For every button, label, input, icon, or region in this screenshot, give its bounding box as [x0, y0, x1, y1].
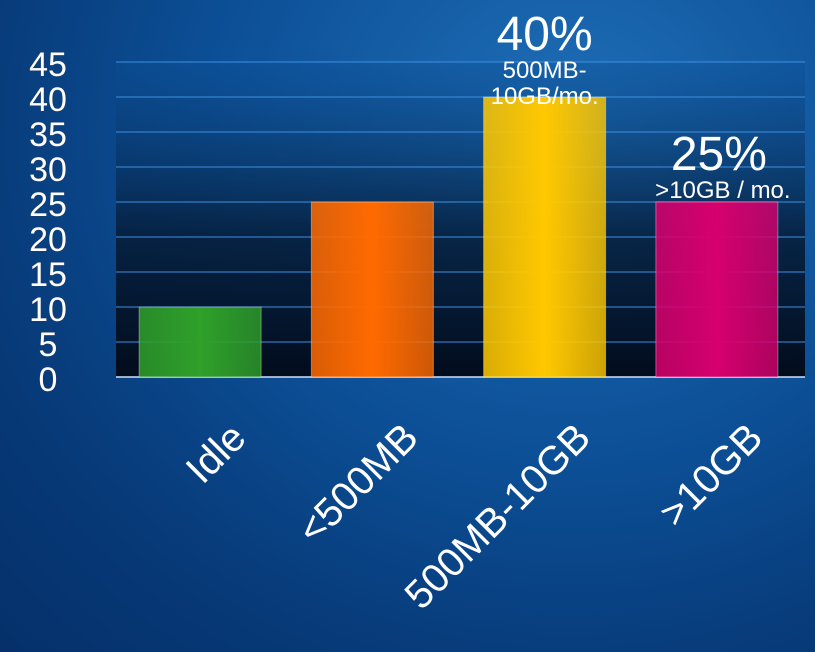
y-tick-label: 15	[29, 256, 67, 294]
bars	[138, 96, 779, 378]
bar-1	[310, 201, 434, 378]
percent-label: 40%	[497, 8, 593, 61]
y-tick-label: 45	[29, 46, 67, 84]
y-tick-label: 20	[29, 221, 67, 259]
y-tick-label: 30	[29, 151, 67, 189]
y-tick-label: 35	[29, 116, 67, 154]
x-category-label: >10GB	[651, 415, 771, 535]
x-category-label: Idle	[178, 415, 255, 492]
bar-0	[138, 306, 262, 378]
annotation-line: 500MB-	[503, 57, 587, 84]
y-tick-label: 0	[39, 361, 58, 399]
annotation-line: 10GB/mo.	[491, 83, 599, 110]
y-tick-label: 25	[29, 186, 67, 224]
x-category-label: <500MB	[289, 415, 426, 552]
annotation-line: >10GB / mo.	[655, 177, 790, 204]
y-tick-label: 10	[29, 291, 67, 329]
bar-3	[655, 201, 779, 378]
y-tick-label: 5	[39, 326, 58, 364]
y-tick-label: 40	[29, 81, 67, 119]
percent-label: 25%	[671, 128, 767, 181]
annotations: 40%500MB-10GB/mo. 25%>10GB / mo.	[491, 8, 791, 204]
x-category-label: 500MB-10GB	[397, 415, 599, 617]
bar-2	[483, 96, 607, 378]
